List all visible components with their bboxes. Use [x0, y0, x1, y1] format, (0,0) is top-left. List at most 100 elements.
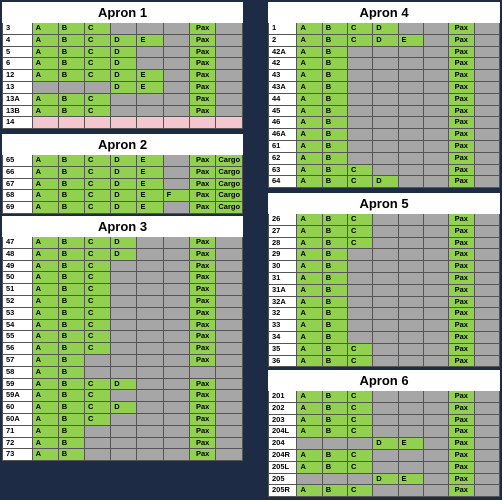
capability-cell — [423, 331, 450, 344]
capability-cell — [373, 129, 399, 141]
capability-cell — [216, 70, 243, 82]
stand-label: 32A — [268, 296, 298, 309]
stand-row: 46 A B Pax — [268, 117, 500, 130]
stand-label: 12 — [2, 70, 33, 82]
capability-cell — [216, 93, 243, 106]
capability-cell — [423, 414, 450, 427]
capability-cell — [163, 93, 190, 106]
stand-label: 72 — [2, 437, 33, 450]
capability-cell: B — [58, 190, 85, 203]
capability-cell — [163, 237, 190, 249]
capability-cell — [398, 343, 424, 356]
capability-cell: E — [137, 190, 164, 203]
capability-cell: Pax — [449, 129, 475, 141]
capability-cell — [398, 81, 424, 94]
capability-cell: C — [347, 214, 374, 226]
stand-label: 1 — [268, 23, 298, 35]
capability-cell: A — [32, 390, 59, 403]
capability-cell — [398, 225, 424, 238]
stand-label: 13 — [2, 81, 33, 94]
capability-cell: A — [297, 284, 323, 297]
capability-cell — [474, 272, 500, 285]
capability-cell — [398, 261, 424, 273]
capability-cell — [373, 261, 399, 273]
stand-row: 205 D E Pax — [268, 473, 500, 486]
capability-cell: A — [297, 176, 323, 189]
capability-cell: A — [297, 23, 323, 35]
capability-cell — [474, 414, 500, 427]
stand-row: 72 A B Pax — [2, 437, 243, 450]
stand-row: 53 A B C Pax — [2, 307, 243, 320]
capability-cell — [137, 319, 164, 332]
capability-cell — [474, 355, 500, 368]
capability-cell — [398, 296, 424, 309]
stand-label: 36 — [268, 355, 298, 368]
capability-cell — [347, 473, 374, 486]
capability-cell: Pax — [449, 320, 475, 332]
stand-label: 54 — [2, 319, 33, 332]
capability-cell: Pax — [189, 354, 217, 367]
capability-cell: B — [58, 307, 85, 320]
capability-cell — [111, 284, 138, 296]
capability-cell: D — [111, 58, 138, 71]
capability-cell — [373, 225, 399, 238]
capability-cell — [347, 129, 374, 141]
capability-cell: Pax — [189, 93, 217, 106]
capability-cell — [347, 320, 374, 332]
capability-cell: Pax — [449, 343, 475, 356]
capability-cell: A — [32, 272, 59, 285]
capability-cell: B — [322, 261, 348, 273]
capability-cell: D — [111, 202, 138, 214]
stand-label: 51 — [2, 284, 33, 296]
apron-title: Apron 6 — [359, 373, 409, 388]
stand-row: 42A A B Pax — [268, 46, 500, 59]
capability-cell — [474, 81, 500, 94]
stand-label: 60 — [2, 402, 33, 414]
capability-cell: B — [322, 272, 348, 285]
capability-cell — [423, 46, 450, 59]
capability-cell: Pax — [449, 402, 475, 415]
capability-cell: D — [111, 237, 138, 249]
capability-cell: B — [322, 129, 348, 141]
capability-cell: B — [58, 354, 85, 367]
stand-label: 48 — [2, 248, 33, 261]
capability-cell: A — [32, 413, 59, 426]
capability-cell: Pax — [189, 437, 217, 450]
capability-cell — [423, 449, 450, 462]
capability-cell — [474, 117, 500, 130]
capability-cell: C — [85, 34, 112, 47]
capability-cell: Pax — [449, 34, 475, 47]
capability-cell: Pax — [449, 70, 475, 82]
stand-label: 43 — [268, 70, 298, 82]
capability-cell — [373, 402, 399, 415]
capability-cell — [163, 81, 190, 94]
capability-cell: C — [347, 449, 374, 462]
capability-cell — [398, 414, 424, 427]
capability-cell: Pax — [449, 261, 475, 273]
capability-cell: A — [297, 237, 323, 250]
capability-cell — [216, 378, 243, 391]
capability-cell: A — [32, 307, 59, 320]
capability-cell: Pax — [189, 178, 217, 191]
capability-cell: A — [297, 461, 323, 474]
capability-cell — [474, 449, 500, 462]
stand-label: 58 — [2, 366, 33, 379]
stand-label: 47 — [2, 237, 33, 249]
capability-cell: B — [58, 248, 85, 261]
stand-row: 60A A B C Pax — [2, 413, 243, 426]
capability-cell — [163, 331, 190, 344]
capability-cell: Pax — [189, 166, 217, 179]
capability-cell: C — [85, 307, 112, 320]
capability-cell: B — [322, 214, 348, 226]
capability-cell: C — [85, 70, 112, 82]
capability-cell — [398, 58, 424, 71]
capability-cell — [163, 343, 190, 355]
capability-cell — [216, 248, 243, 261]
capability-cell — [163, 105, 190, 118]
stand-label: 62 — [268, 152, 298, 165]
capability-cell: Pax — [189, 81, 217, 94]
stand-label: 205L — [268, 461, 298, 474]
capability-cell — [137, 402, 164, 414]
capability-cell — [163, 425, 190, 438]
capability-cell: A — [32, 93, 59, 106]
